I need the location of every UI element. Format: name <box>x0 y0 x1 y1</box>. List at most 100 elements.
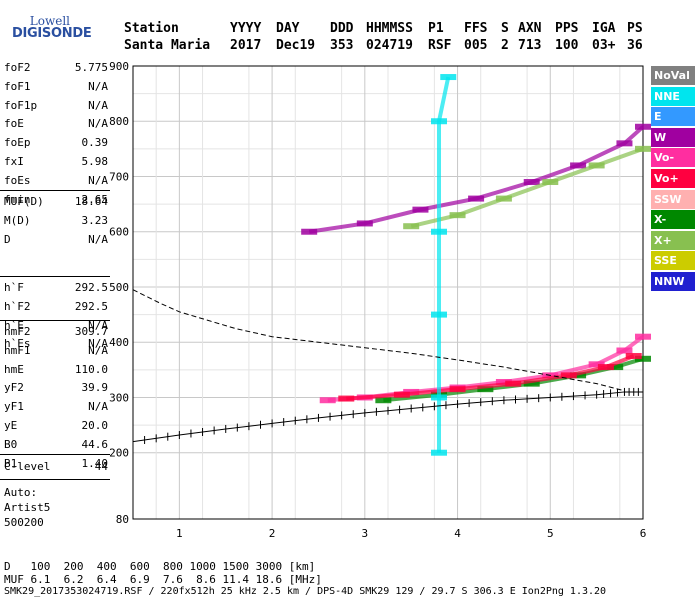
header-label: Station <box>124 21 179 36</box>
x-tick-label: 5 <box>547 527 554 540</box>
param-value: 3.23 <box>81 213 109 227</box>
param-value: N/A <box>88 232 108 246</box>
x-tick-label: 3 <box>362 527 369 540</box>
param-name: yF1 <box>4 400 24 414</box>
param-row: M(D) 3.23 <box>4 214 108 227</box>
param-row: hmF2 309.7 <box>4 325 108 338</box>
autoscale-line3: 500200 <box>4 516 44 529</box>
header-value: 2017 <box>230 38 262 53</box>
param-value: 20.0 <box>81 419 109 432</box>
param-row: foEp 0.39 <box>4 136 108 149</box>
param-name: h`Es <box>4 337 31 351</box>
data-series-trace <box>437 76 451 453</box>
param-value: 39.9 <box>81 381 109 395</box>
param-row: fxI 5.98 <box>4 155 108 168</box>
param-value: 18.64 <box>74 195 108 208</box>
header-label: P1 <box>428 21 444 36</box>
logo-line1: Lowell <box>29 14 70 28</box>
header-label: PS <box>627 21 643 36</box>
logo-line2: DIGISONDE <box>12 26 92 41</box>
param-value: 44.6 <box>81 437 109 451</box>
legend-item: NoVal <box>651 66 695 85</box>
param-row: fmin 2.65 <box>4 193 108 206</box>
plot-border <box>132 65 644 520</box>
legend-item: NNE <box>651 86 695 106</box>
param-row: h`Es N/A <box>4 337 108 350</box>
x-tick-label: 4 <box>454 527 461 540</box>
param-row: foE N/A <box>4 117 108 130</box>
param-value: 292.5 <box>74 299 108 313</box>
header-value: Dec19 <box>276 38 316 53</box>
param-name: fmin <box>4 192 31 206</box>
header-value: 353 <box>330 38 354 53</box>
param-row: yE 20.0 <box>4 419 108 432</box>
param-value: N/A <box>88 343 108 357</box>
param-row: B0 44.6 <box>4 438 108 451</box>
param-name: h`F <box>4 281 24 294</box>
lowell-digisonde-logo: Lowell DIGISONDE <box>4 6 92 48</box>
header-label: YYYY <box>230 21 262 36</box>
param-value: N/A <box>88 117 108 131</box>
param-row: yF1 N/A <box>4 400 108 413</box>
header-label: IGA <box>592 21 616 36</box>
clevel-name: C-level <box>4 460 51 473</box>
x-tick-label: 2 <box>269 527 276 540</box>
param-value: 1.40 <box>81 456 109 470</box>
panel-separator <box>0 479 110 480</box>
header-label: FFS <box>464 21 488 36</box>
legend-item: NNW <box>651 272 695 291</box>
y-tick-label: 800 <box>109 115 129 128</box>
y-tick-label: 400 <box>109 336 129 349</box>
legend-item: SSW <box>651 189 695 209</box>
param-value: N/A <box>88 400 108 414</box>
param-row: foEs N/A <box>4 174 108 187</box>
param-name: foEs <box>4 173 31 187</box>
header-value: Santa Maria <box>124 38 211 53</box>
param-name: h`F2 <box>4 299 31 313</box>
header-label: PPS <box>555 21 579 36</box>
param-value: 0.39 <box>81 136 109 150</box>
param-row: h`E N/A <box>4 319 108 332</box>
y-tick-label: 900 <box>109 60 129 73</box>
param-name: foF2 <box>4 61 31 74</box>
header-value: RSF <box>428 38 452 53</box>
y-tick-label: 600 <box>109 226 129 239</box>
header-label: DAY <box>276 21 300 36</box>
panel-separator <box>0 454 110 455</box>
header-label: DDD <box>330 21 354 36</box>
x-tick-label: 6 <box>640 527 647 540</box>
param-row: MUF(D) 18.64 <box>4 195 108 208</box>
param-name: foEp <box>4 136 31 150</box>
header-value: 100 <box>555 38 579 53</box>
param-row: foF1p N/A <box>4 99 108 112</box>
header-value: 024719 <box>366 38 413 53</box>
y-tick-label: 500 <box>109 281 129 294</box>
param-name: hmF1 <box>4 343 31 357</box>
footer-muf-values: 6.1 6.2 6.4 6.9 7.6 8.6 11.4 18.6 [MHz] <box>30 573 322 586</box>
header-value: 005 <box>464 38 488 53</box>
param-name: foE <box>4 117 24 131</box>
footer-d-values: 100 200 400 600 800 1000 1500 3000 [km] <box>30 560 316 573</box>
param-value: N/A <box>88 79 108 93</box>
param-name: B1 <box>4 456 18 470</box>
x-tick-label: 1 <box>176 527 183 540</box>
param-value: 110.0 <box>74 362 108 376</box>
param-value: 5.775 <box>74 61 108 74</box>
data-series-trace <box>308 125 645 234</box>
footer-file-info: SMK29_2017353024719.RSF / 220fx512h 25 k… <box>4 586 607 597</box>
param-value: 2.65 <box>81 192 109 206</box>
legend-item: Vo- <box>651 148 695 168</box>
autoscale-line2: Artist5 <box>4 501 51 514</box>
panel-separator <box>0 276 110 277</box>
header-value: 36 <box>627 38 643 53</box>
panel-separator <box>0 320 110 321</box>
param-value: 309.7 <box>74 325 108 338</box>
header-value: 713 <box>518 38 542 53</box>
param-name: foF1 <box>4 79 31 93</box>
header-label: AXN <box>518 21 542 36</box>
param-value: N/A <box>88 98 108 112</box>
legend-item: X+ <box>651 230 695 250</box>
param-name: yE <box>4 419 18 432</box>
param-row: foF1 N/A <box>4 80 108 93</box>
clevel-row: C-level 44 <box>4 460 108 473</box>
